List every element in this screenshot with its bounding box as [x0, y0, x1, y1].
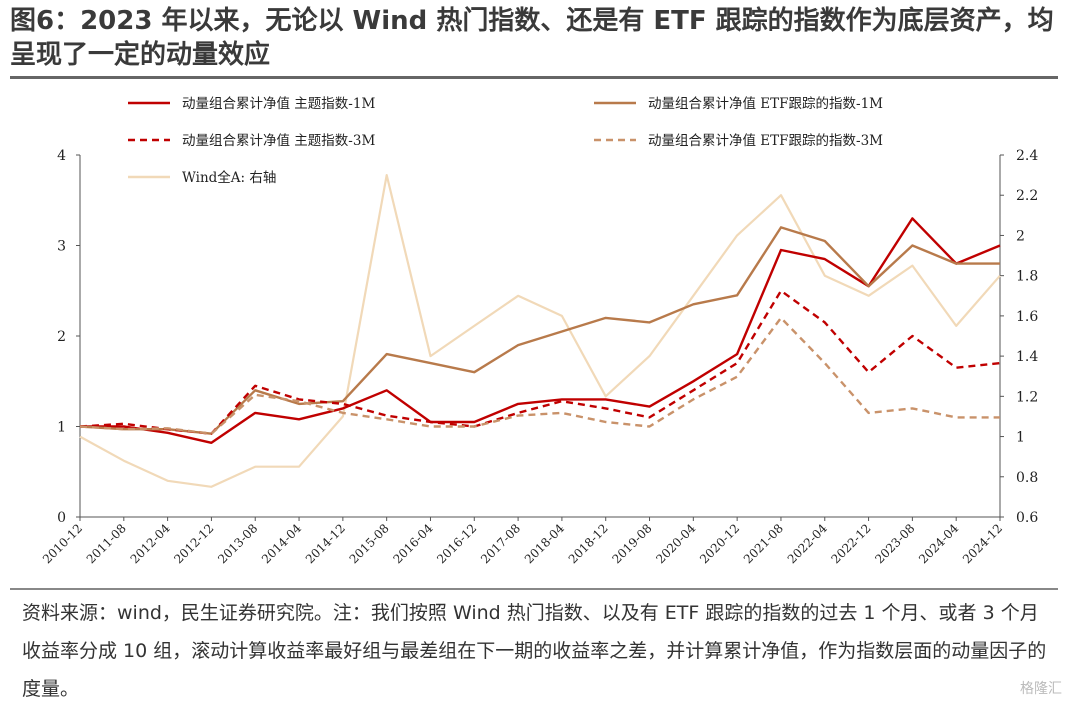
right-tick-label: 1.8 [1016, 269, 1038, 285]
source-note: 资料来源：wind，民生证券研究院。注：我们按照 Wind 热门指数、以及有 E… [22, 602, 1047, 700]
x-tick-label: 2012-12 [171, 521, 216, 566]
x-tick-label: 2012-04 [128, 521, 173, 566]
x-tick-label: 2014-04 [259, 521, 304, 566]
x-tick-label: 2019-08 [609, 521, 654, 566]
series-line-4 [79, 174, 1001, 488]
left-tick-label: 1 [57, 420, 66, 436]
x-tick-label: 2013-08 [215, 521, 260, 566]
x-tick-label: 2020-04 [653, 521, 698, 566]
watermark: 格隆汇 [1020, 681, 1062, 697]
x-tick-label: 2010-12 [40, 521, 85, 566]
series-line-2 [79, 289, 1001, 435]
line-chart: 012340.60.811.21.41.61.822.22.42010-1220… [40, 96, 1038, 566]
series-line-0 [80, 217, 1001, 444]
series-line-3 [79, 316, 1000, 435]
x-tick-label: 2011-08 [84, 521, 129, 566]
left-tick-label: 4 [57, 148, 66, 164]
legend-label-4: Wind全A: 右轴 [182, 169, 276, 186]
x-tick-label: 2024-04 [916, 521, 961, 566]
right-tick-label: 1 [1016, 430, 1025, 446]
right-tick-label: 1.2 [1016, 389, 1038, 405]
right-tick-label: 2 [1016, 228, 1025, 244]
right-tick-label: 0.8 [1016, 470, 1038, 486]
legend-label-3: 动量组合累计净值 ETF跟踪的指数-3M [648, 133, 883, 149]
title-divider [10, 76, 1058, 79]
series-line-1 [79, 226, 1000, 435]
x-tick-label: 2014-12 [303, 521, 348, 566]
right-tick-label: 0.6 [1016, 510, 1038, 526]
x-tick-label: 2016-04 [390, 521, 435, 566]
source-divider [10, 588, 1058, 590]
x-tick-label: 2022-12 [829, 521, 874, 566]
figure-title: 图6：2023 年以来，无论以 Wind 热门指数、还是有 ETF 跟踪的指数作… [10, 6, 1054, 70]
legend-label-2: 动量组合累计净值 主题指数-3M [182, 133, 375, 149]
left-tick-label: 3 [57, 239, 66, 255]
x-tick-label: 2022-04 [785, 521, 830, 566]
x-tick-label: 2018-12 [566, 521, 611, 566]
x-tick-label: 2023-08 [872, 521, 917, 566]
x-tick-label: 2024-12 [960, 521, 1005, 566]
x-tick-label: 2017-08 [478, 521, 523, 566]
right-tick-label: 2.2 [1016, 188, 1038, 204]
x-tick-label: 2020-12 [697, 521, 742, 566]
x-tick-label: 2016-12 [434, 521, 479, 566]
x-tick-label: 2015-08 [347, 521, 392, 566]
right-tick-label: 2.4 [1016, 148, 1038, 164]
legend-label-0: 动量组合累计净值 主题指数-1M [182, 96, 375, 112]
x-tick-label: 2021-08 [741, 521, 786, 566]
right-tick-label: 1.6 [1016, 309, 1038, 325]
x-tick-label: 2018-04 [522, 521, 567, 566]
left-tick-label: 0 [57, 510, 66, 526]
right-tick-label: 1.4 [1016, 349, 1038, 365]
left-tick-label: 2 [57, 329, 66, 345]
legend-label-1: 动量组合累计净值 ETF跟踪的指数-1M [648, 96, 883, 112]
